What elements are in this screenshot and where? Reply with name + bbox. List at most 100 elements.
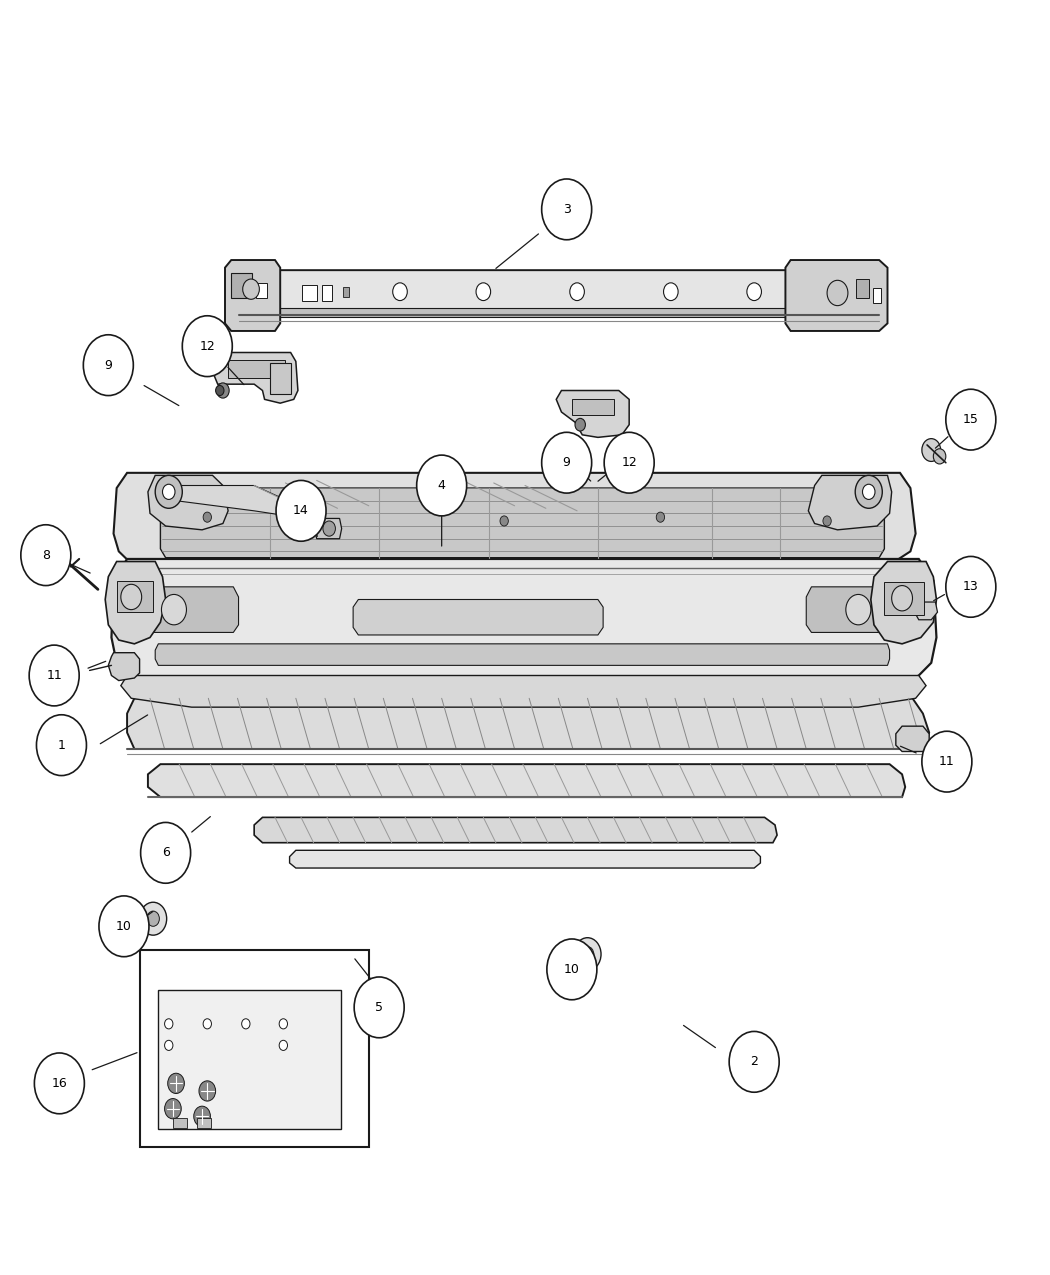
Polygon shape <box>254 817 777 843</box>
Circle shape <box>656 513 665 523</box>
Polygon shape <box>155 644 889 666</box>
Polygon shape <box>148 764 905 797</box>
Circle shape <box>323 521 335 537</box>
Bar <box>159 989 340 1128</box>
Bar <box>196 1118 211 1127</box>
Text: 1: 1 <box>58 738 65 752</box>
Circle shape <box>121 584 142 609</box>
Circle shape <box>846 594 870 625</box>
Polygon shape <box>290 850 760 868</box>
Text: 6: 6 <box>162 847 169 859</box>
Circle shape <box>165 1099 182 1119</box>
Circle shape <box>203 513 211 523</box>
Circle shape <box>604 432 654 493</box>
Circle shape <box>141 822 191 884</box>
Polygon shape <box>238 270 879 315</box>
Text: 11: 11 <box>939 755 954 768</box>
Polygon shape <box>808 476 891 530</box>
Text: 9: 9 <box>104 358 112 372</box>
Polygon shape <box>161 488 884 557</box>
Circle shape <box>855 476 882 509</box>
Circle shape <box>194 1107 210 1126</box>
Circle shape <box>417 455 466 516</box>
Circle shape <box>216 382 229 398</box>
Circle shape <box>243 279 259 300</box>
Text: 2: 2 <box>751 1056 758 1068</box>
Circle shape <box>575 418 586 431</box>
Bar <box>884 581 924 615</box>
Polygon shape <box>896 727 929 751</box>
Bar <box>256 283 267 298</box>
Bar <box>140 950 369 1146</box>
Circle shape <box>547 938 596 1000</box>
Polygon shape <box>785 260 887 332</box>
Circle shape <box>242 1019 250 1029</box>
Text: 13: 13 <box>963 580 979 593</box>
Circle shape <box>582 946 593 961</box>
Polygon shape <box>176 486 296 518</box>
Polygon shape <box>353 599 603 635</box>
Circle shape <box>276 481 327 541</box>
Circle shape <box>198 1081 215 1102</box>
Polygon shape <box>148 476 228 530</box>
Circle shape <box>729 1031 779 1093</box>
Polygon shape <box>870 561 937 644</box>
Bar <box>342 287 349 297</box>
Circle shape <box>163 484 175 500</box>
Circle shape <box>165 1019 173 1029</box>
Bar <box>228 360 286 377</box>
Polygon shape <box>121 676 926 708</box>
Polygon shape <box>225 260 280 332</box>
Circle shape <box>393 283 407 301</box>
Circle shape <box>570 283 585 301</box>
Circle shape <box>29 645 79 706</box>
Circle shape <box>155 476 183 509</box>
Polygon shape <box>556 390 629 437</box>
Circle shape <box>354 977 404 1038</box>
Circle shape <box>500 516 508 527</box>
Circle shape <box>823 516 832 527</box>
Circle shape <box>37 715 86 775</box>
Text: 10: 10 <box>564 963 580 975</box>
Bar <box>270 362 291 394</box>
Polygon shape <box>315 519 341 539</box>
Polygon shape <box>127 699 929 748</box>
Polygon shape <box>806 586 905 632</box>
Bar <box>231 273 252 298</box>
Circle shape <box>922 439 941 462</box>
Text: 8: 8 <box>42 548 49 562</box>
Polygon shape <box>212 352 298 403</box>
Circle shape <box>922 732 972 792</box>
Bar <box>873 288 881 303</box>
Text: 11: 11 <box>46 669 62 682</box>
Text: 10: 10 <box>116 919 132 933</box>
Circle shape <box>99 896 149 956</box>
Circle shape <box>542 432 591 493</box>
Circle shape <box>162 594 187 625</box>
Circle shape <box>168 1074 185 1094</box>
Polygon shape <box>238 309 879 317</box>
Circle shape <box>542 179 591 240</box>
Bar <box>173 1118 188 1127</box>
Circle shape <box>183 316 232 376</box>
Circle shape <box>476 283 490 301</box>
Text: 5: 5 <box>375 1001 383 1014</box>
Text: 4: 4 <box>438 479 445 492</box>
Circle shape <box>946 389 995 450</box>
Text: 14: 14 <box>293 505 309 518</box>
Bar <box>302 286 317 301</box>
Circle shape <box>140 903 167 935</box>
Circle shape <box>165 1040 173 1051</box>
Text: 12: 12 <box>200 339 215 353</box>
Circle shape <box>933 449 946 464</box>
Text: 16: 16 <box>51 1077 67 1090</box>
Circle shape <box>147 912 160 927</box>
Circle shape <box>574 937 601 970</box>
Circle shape <box>279 1019 288 1029</box>
Text: 9: 9 <box>563 456 570 469</box>
Circle shape <box>35 1053 84 1114</box>
Polygon shape <box>915 602 938 620</box>
Polygon shape <box>113 473 916 644</box>
Text: 15: 15 <box>963 413 979 426</box>
Text: 12: 12 <box>622 456 637 469</box>
